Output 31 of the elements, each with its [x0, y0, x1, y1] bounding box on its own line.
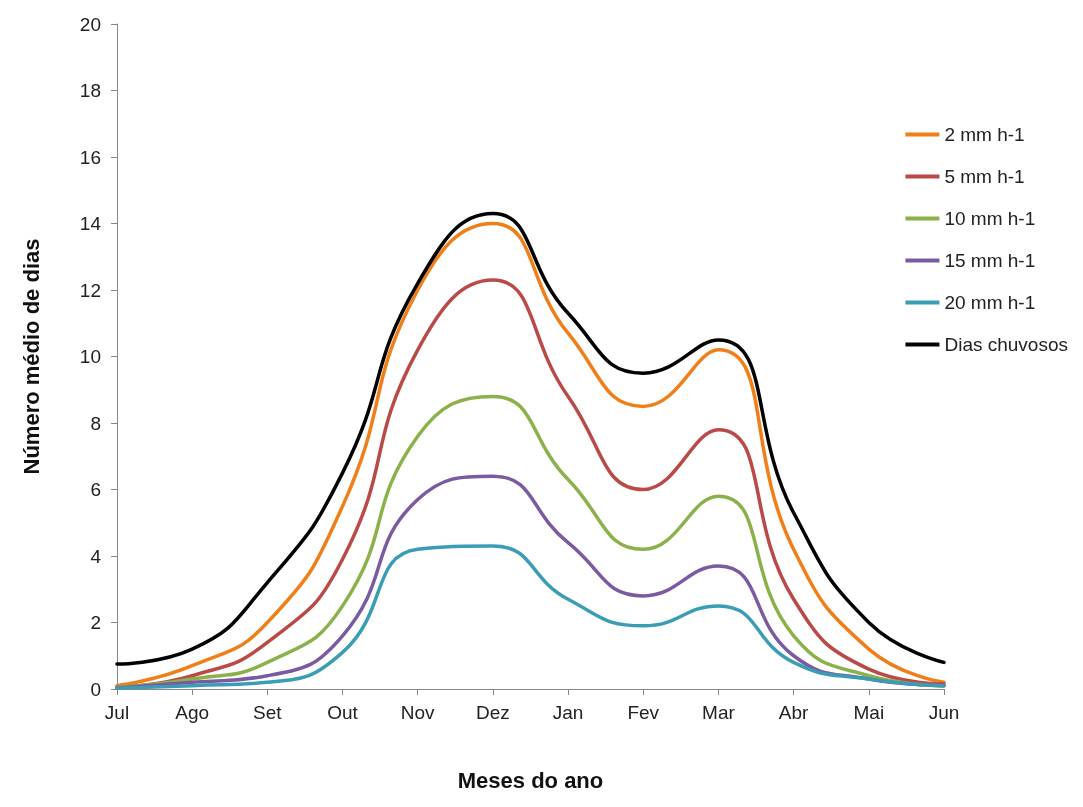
x-tick-label: Mai [853, 702, 885, 723]
x-tick-label: Out [327, 702, 359, 723]
x-tick-label: Jun [928, 702, 960, 723]
y-tick-label: 2 [90, 612, 101, 633]
y-tick-label: 0 [90, 678, 101, 700]
x-tick-label: Mar [702, 702, 736, 723]
x-tick-label: Nov [400, 702, 436, 723]
x-tick-label: Jan [552, 702, 584, 723]
y-tick-label: 20 [79, 13, 101, 35]
y-tick-label: 18 [79, 80, 101, 101]
y-tick-label: 10 [79, 346, 101, 367]
legend-label: 15 mm h-1 [944, 250, 1036, 271]
legend-label: 10 mm h-1 [944, 208, 1036, 229]
legend-label: Dias chuvosos [944, 334, 1069, 355]
x-tick-label: Jul [104, 702, 130, 723]
x-tick-label: Fev [627, 702, 660, 723]
y-axis-title: Número médio de dias [18, 238, 44, 475]
legend-label: 2 mm h-1 [944, 124, 1025, 145]
x-tick-label: Set [253, 702, 283, 723]
y-tick-label: 4 [90, 545, 102, 567]
y-tick-label: 14 [79, 213, 102, 234]
legend-label: 5 mm h-1 [944, 166, 1025, 187]
x-tick-label: Ago [175, 702, 210, 723]
y-tick-label: 6 [90, 479, 101, 500]
x-axis-title: Meses do ano [457, 767, 604, 793]
x-tick-label: Abr [778, 702, 810, 723]
y-tick-label: 8 [90, 412, 101, 434]
legend-label: 20 mm h-1 [944, 292, 1036, 313]
y-tick-label: 12 [79, 279, 101, 301]
x-tick-label: Dez [476, 702, 510, 723]
y-tick-label: 16 [79, 146, 101, 168]
